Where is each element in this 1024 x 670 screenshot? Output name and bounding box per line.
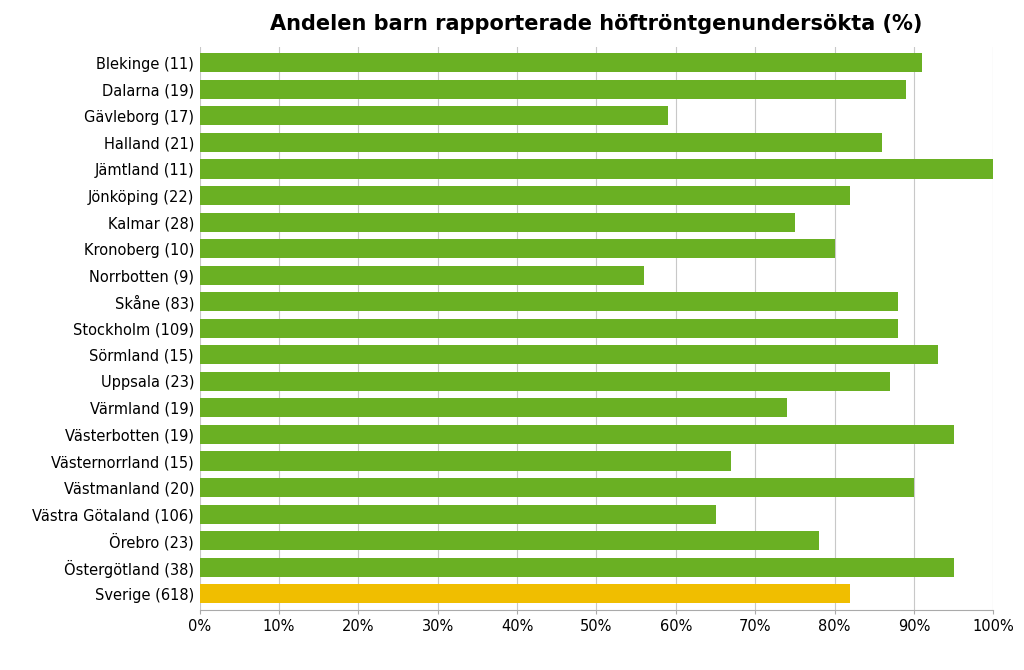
Bar bbox=[200, 265, 644, 285]
Bar bbox=[200, 239, 835, 258]
Bar bbox=[200, 292, 898, 312]
Bar bbox=[200, 557, 953, 577]
Bar bbox=[200, 159, 993, 179]
Bar bbox=[200, 186, 850, 205]
Bar bbox=[200, 399, 786, 417]
Bar bbox=[200, 133, 882, 152]
Bar bbox=[200, 212, 795, 232]
Bar bbox=[200, 425, 953, 444]
Bar bbox=[200, 54, 922, 72]
Bar bbox=[200, 107, 668, 125]
Title: Andelen barn rapporterade höftröntgenundersökta (%): Andelen barn rapporterade höftröntgenund… bbox=[270, 14, 923, 34]
Bar bbox=[200, 478, 913, 497]
Bar bbox=[200, 80, 906, 99]
Bar bbox=[200, 345, 938, 364]
Bar bbox=[200, 584, 850, 603]
Bar bbox=[200, 372, 890, 391]
Bar bbox=[200, 531, 818, 550]
Bar bbox=[200, 319, 898, 338]
Bar bbox=[200, 452, 731, 470]
Bar bbox=[200, 505, 716, 524]
